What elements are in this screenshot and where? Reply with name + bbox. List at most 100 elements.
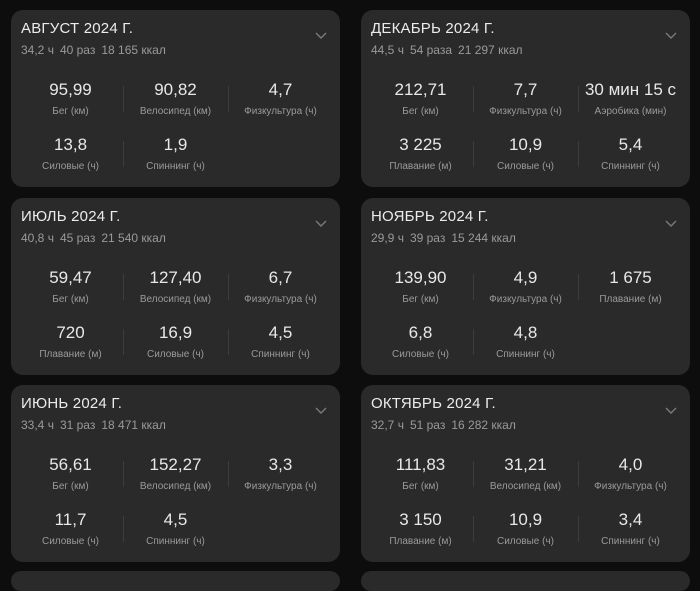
metric-value: 4,5 (268, 323, 293, 342)
metric-value: 4,9 (513, 268, 538, 287)
metric-label: Велосипед (км) (489, 481, 562, 492)
metric-label: Физкультура (ч) (489, 106, 562, 117)
month-summary: 40,8 ч 45 раз 21 540 ккал (21, 231, 172, 245)
metric-item: 59,47 Бег (км) (19, 268, 122, 306)
metric-value: 56,61 (49, 455, 92, 474)
metric-label: Силовые (ч) (41, 161, 100, 172)
session-count: 40 раз (59, 43, 96, 57)
metric-label: Велосипед (км) (139, 481, 212, 492)
metric-label: Физкультура (ч) (244, 481, 317, 492)
metric-divider (473, 329, 474, 355)
metric-divider (123, 329, 124, 355)
metric-item: 7,7 Физкультура (ч) (474, 80, 577, 118)
metric-label: Силовые (ч) (391, 349, 450, 360)
metric-item: 10,9 Силовые (ч) (474, 510, 577, 548)
metric-value: 3 225 (399, 135, 442, 154)
month-card[interactable]: ИЮЛЬ 2024 Г. 40,8 ч 45 раз 21 540 ккал 59,47… (11, 198, 340, 375)
metric-label: Физкультура (ч) (489, 294, 562, 305)
metric-label: Спиннинг (ч) (146, 536, 205, 547)
metric-label: Силовые (ч) (146, 349, 205, 360)
chevron-down-icon[interactable] (314, 218, 328, 228)
metric-value: 5,4 (618, 135, 643, 154)
metric-item: 31,21 Велосипед (км) (474, 455, 577, 493)
metric-label: Велосипед (км) (139, 294, 212, 305)
month-title: ДЕКАБРЬ 2024 Г. (371, 20, 495, 37)
month-card[interactable]: ИЮНЬ 2024 Г. 33,4 ч 31 раз 18 471 ккал 56,61… (11, 385, 340, 562)
session-count: 51 раз (409, 418, 446, 432)
next-card-left[interactable] (11, 571, 340, 591)
metric-label: Бег (км) (402, 481, 439, 492)
metric-value: 7,7 (513, 80, 538, 99)
chevron-down-icon[interactable] (664, 405, 678, 415)
chevron-down-icon[interactable] (664, 218, 678, 228)
metric-divider (473, 86, 474, 112)
metric-value: 13,8 (53, 135, 88, 154)
metric-divider (228, 329, 229, 355)
total-hours: 40,8 ч (21, 231, 54, 245)
metric-value: 212,71 (394, 80, 447, 99)
metric-value: 3,4 (618, 510, 643, 529)
metric-item: 90,82 Велосипед (км) (124, 80, 227, 118)
metric-label: Силовые (ч) (496, 536, 555, 547)
chevron-down-icon[interactable] (664, 30, 678, 40)
metric-divider (228, 274, 229, 300)
metric-label: Бег (км) (52, 481, 89, 492)
metric-label: Спиннинг (ч) (601, 536, 660, 547)
metric-label: Физкультура (ч) (594, 481, 667, 492)
metric-value: 3 150 (399, 510, 442, 529)
total-kcal: 18 165 ккал (101, 43, 166, 57)
metric-label: Бег (км) (52, 294, 89, 305)
month-card[interactable]: НОЯБРЬ 2024 Г. 29,9 ч 39 раз 15 244 ккал 139… (361, 198, 690, 375)
metric-item: 95,99 Бег (км) (19, 80, 122, 118)
metric-value: 1 675 (609, 268, 652, 287)
metric-divider (473, 461, 474, 487)
month-card[interactable]: АВГУСТ 2024 Г. 34,2 ч 40 раз 18 165 ккал 95,… (11, 10, 340, 187)
metric-value: 6,8 (408, 323, 433, 342)
total-kcal: 15 244 ккал (451, 231, 516, 245)
metric-item: 16,9 Силовые (ч) (124, 323, 227, 361)
metric-item: 6,8 Силовые (ч) (369, 323, 472, 361)
metric-item: 4,7 Физкультура (ч) (229, 80, 332, 118)
total-kcal: 21 297 ккал (458, 43, 523, 57)
metric-value: 720 (56, 323, 85, 342)
month-card[interactable]: ДЕКАБРЬ 2024 Г. 44,5 ч 54 раза 21 297 ккал 2… (361, 10, 690, 187)
metric-value: 4,8 (513, 323, 538, 342)
session-count: 45 раз (59, 231, 96, 245)
metric-divider (228, 86, 229, 112)
metric-value: 139,90 (394, 268, 447, 287)
chevron-down-icon[interactable] (314, 30, 328, 40)
metric-value: 4,5 (163, 510, 188, 529)
metric-label: Спиннинг (ч) (496, 349, 555, 360)
metric-label: Велосипед (км) (139, 106, 212, 117)
session-count: 39 раз (409, 231, 446, 245)
metric-item: 111,83 Бег (км) (369, 455, 472, 493)
metric-divider (123, 141, 124, 167)
metric-value: 4,7 (268, 80, 293, 99)
metric-item: 3,3 Физкультура (ч) (229, 455, 332, 493)
total-hours: 32,7 ч (371, 418, 404, 432)
next-card-right[interactable] (361, 571, 690, 591)
metric-divider (578, 141, 579, 167)
metric-value: 3,3 (268, 455, 293, 474)
metric-item: 3 225 Плавание (м) (369, 135, 472, 173)
metric-item: 4,8 Спиннинг (ч) (474, 323, 577, 361)
metric-value: 30 мин 15 с (584, 80, 677, 99)
total-hours: 29,9 ч (371, 231, 404, 245)
metric-label: Плавание (м) (389, 536, 452, 547)
metric-item: 1 675 Плавание (м) (579, 268, 682, 306)
metric-divider (578, 516, 579, 542)
metric-label: Спиннинг (ч) (146, 161, 205, 172)
month-title: ИЮЛЬ 2024 Г. (21, 208, 121, 225)
month-card[interactable]: ОКТЯБРЬ 2024 Г. 32,7 ч 51 раз 16 282 ккал 11… (361, 385, 690, 562)
metric-item: 1,9 Спиннинг (ч) (124, 135, 227, 173)
metric-label: Силовые (ч) (496, 161, 555, 172)
metric-label: Физкультура (ч) (244, 106, 317, 117)
metric-label: Плавание (м) (389, 161, 452, 172)
session-count: 54 раза (409, 43, 453, 57)
metric-value: 1,9 (163, 135, 188, 154)
total-hours: 44,5 ч (371, 43, 404, 57)
metric-item: 4,5 Спиннинг (ч) (124, 510, 227, 548)
metric-value: 111,83 (395, 455, 446, 474)
metric-item: 13,8 Силовые (ч) (19, 135, 122, 173)
chevron-down-icon[interactable] (314, 405, 328, 415)
